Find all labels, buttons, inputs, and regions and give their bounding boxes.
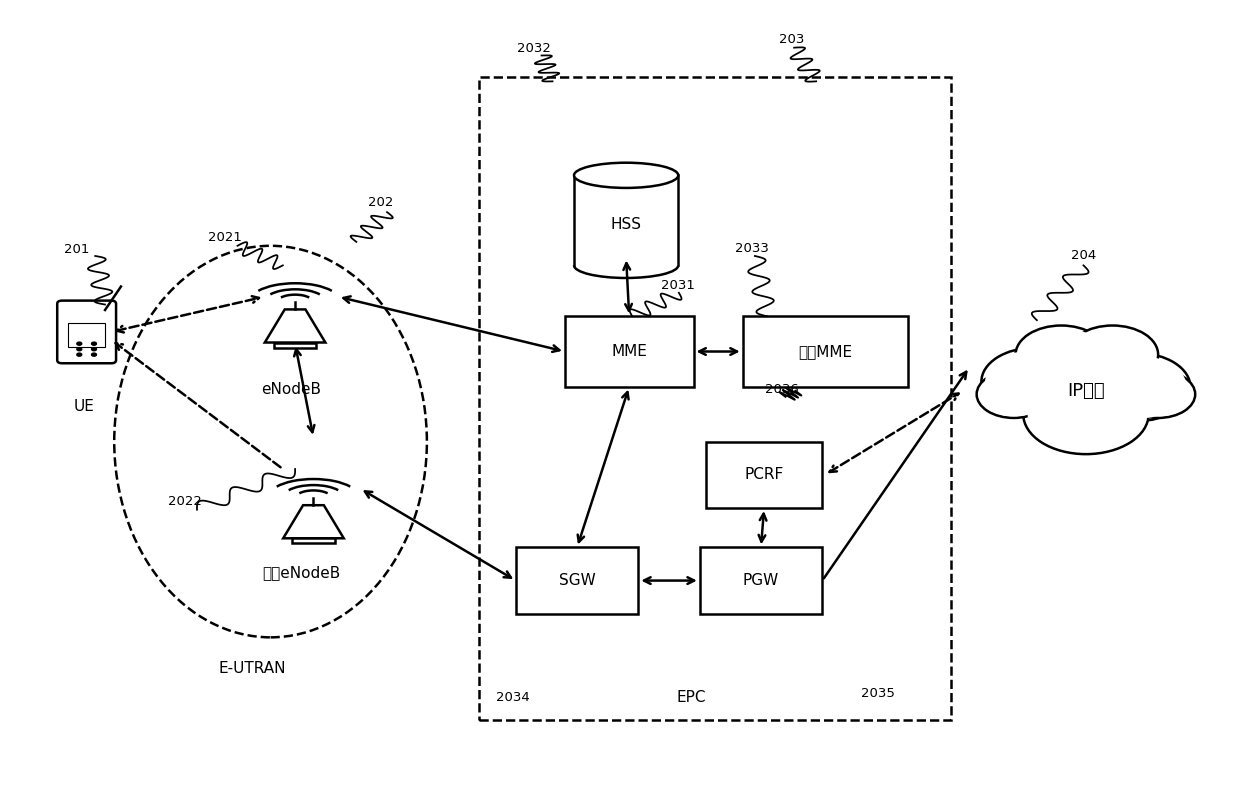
Text: IP业务: IP业务	[1068, 382, 1105, 399]
FancyBboxPatch shape	[743, 316, 908, 387]
Circle shape	[1023, 374, 1148, 454]
Text: HSS: HSS	[610, 217, 641, 232]
Circle shape	[77, 353, 82, 356]
Text: 203: 203	[779, 33, 805, 46]
Circle shape	[1070, 328, 1154, 382]
Circle shape	[1016, 325, 1107, 384]
Text: eNodeB: eNodeB	[262, 382, 321, 397]
Text: PGW: PGW	[743, 573, 779, 588]
Bar	[574, 251, 678, 265]
Text: 201: 201	[64, 243, 89, 256]
Circle shape	[92, 353, 97, 356]
Text: 2032: 2032	[517, 42, 551, 55]
Polygon shape	[265, 309, 325, 343]
Text: 其它MME: 其它MME	[799, 344, 852, 359]
Circle shape	[1016, 332, 1156, 421]
Circle shape	[1121, 371, 1195, 418]
Text: 202: 202	[368, 196, 393, 210]
Bar	[293, 538, 335, 544]
Circle shape	[77, 342, 82, 345]
Circle shape	[985, 350, 1084, 414]
Text: SGW: SGW	[559, 573, 595, 588]
Text: UE: UE	[73, 398, 94, 414]
Circle shape	[92, 342, 97, 345]
Circle shape	[981, 347, 1087, 416]
FancyBboxPatch shape	[57, 300, 117, 363]
Text: EPC: EPC	[676, 690, 706, 705]
Bar	[574, 175, 678, 265]
Text: MME: MME	[611, 344, 647, 359]
Circle shape	[1084, 353, 1190, 421]
Text: 2036: 2036	[765, 383, 799, 395]
Polygon shape	[283, 505, 343, 538]
Text: 2021: 2021	[208, 231, 242, 245]
Text: 2034: 2034	[496, 691, 531, 704]
Circle shape	[977, 371, 1050, 418]
Text: 2035: 2035	[861, 687, 894, 701]
Circle shape	[92, 347, 97, 351]
Text: PCRF: PCRF	[744, 467, 784, 482]
FancyBboxPatch shape	[699, 548, 822, 614]
Circle shape	[980, 372, 1048, 416]
Text: E-UTRAN: E-UTRAN	[218, 662, 286, 676]
Text: 2033: 2033	[735, 241, 769, 255]
Bar	[68, 323, 105, 347]
Circle shape	[1019, 328, 1104, 382]
Text: 2031: 2031	[661, 279, 694, 292]
Ellipse shape	[574, 163, 678, 188]
Text: 204: 204	[1071, 249, 1096, 262]
FancyBboxPatch shape	[706, 442, 822, 508]
Circle shape	[1021, 335, 1151, 418]
Circle shape	[1028, 377, 1145, 451]
Circle shape	[1087, 355, 1187, 418]
Text: 其它eNodeB: 其它eNodeB	[262, 566, 340, 581]
Bar	[274, 343, 316, 347]
FancyBboxPatch shape	[516, 548, 639, 614]
Circle shape	[77, 347, 82, 351]
Text: 2022: 2022	[167, 496, 202, 508]
Circle shape	[1066, 325, 1158, 384]
FancyBboxPatch shape	[565, 316, 693, 387]
Circle shape	[1123, 372, 1193, 416]
